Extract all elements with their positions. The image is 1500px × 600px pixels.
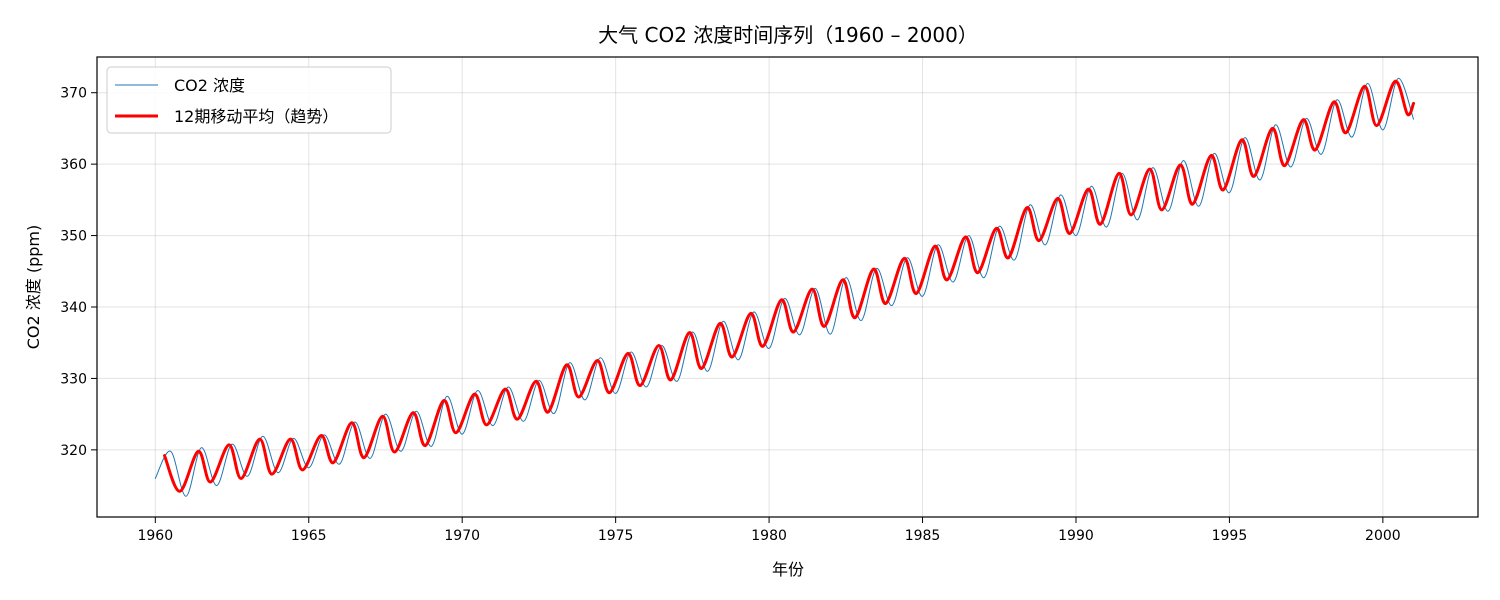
co2-concentration-line [154,77,1415,497]
y-tick-label: 350 [60,229,87,245]
y-tick-label: 360 [60,157,87,173]
x-tick-label: 1960 [137,528,173,544]
legend: CO2 浓度 12期移动平均（趋势） [106,66,392,134]
x-tick-label: 1970 [444,528,480,544]
moving-average-trend-line [163,79,1416,493]
x-tick-label: 2000 [1365,528,1401,544]
y-tick-label: 370 [60,86,87,102]
y-tick-label: 340 [60,300,87,316]
plot-area-frame [96,56,1479,518]
chart-title: 大气 CO2 浓度时间序列（1960 – 2000） [598,23,978,47]
grid-lines [97,57,1478,517]
x-tick-label: 1990 [1058,528,1094,544]
x-tick-label: 1965 [291,528,327,544]
x-axis-label: 年份 [772,560,804,579]
y-tick-label: 320 [60,443,87,459]
series-lines [154,77,1416,497]
x-tick-label: 1985 [905,528,941,544]
legend-label-moving-average: 12期移动平均（趋势） [174,107,338,126]
x-tick-label: 1975 [598,528,634,544]
y-tick-label: 330 [60,371,87,387]
legend-label-co2: CO2 浓度 [174,76,245,95]
legend-box [106,66,392,134]
axis-ticks: 1960 1965 1970 1975 1980 1985 1990 1995 2000 320 3… [60,86,1400,544]
x-tick-label: 1995 [1212,528,1248,544]
y-axis-label: CO2 浓度 (ppm) [24,225,43,350]
x-tick-label: 1980 [751,528,787,544]
